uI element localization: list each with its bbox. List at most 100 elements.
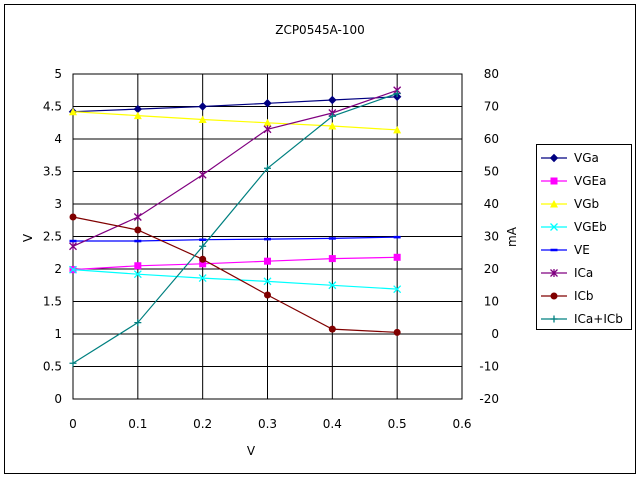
legend-marker (549, 153, 559, 163)
data-point (133, 213, 142, 221)
y-right-tick-label: 20 (484, 262, 499, 276)
x-tick-label: 0.2 (193, 417, 212, 431)
y-left-axis-label: V (21, 233, 35, 242)
y-left-tick-label: 0 (54, 392, 62, 406)
y-left-tick-label: 0.5 (43, 360, 62, 374)
series-ve (69, 235, 401, 243)
series-icb (69, 213, 401, 336)
y-right-tick-label: 10 (484, 295, 499, 309)
y-right-axis-label: mA (505, 226, 519, 247)
data-point (393, 253, 401, 261)
legend-marker (550, 269, 558, 277)
legend-marker (550, 200, 558, 208)
data-point (264, 257, 271, 265)
y-right-tick-label: 60 (484, 132, 499, 146)
y-right-tick-label: 70 (484, 100, 499, 114)
series-line (72, 96, 398, 113)
y-left-tick-label: 2 (54, 262, 62, 276)
series-line (72, 216, 398, 333)
legend-item: ICa (541, 266, 593, 280)
y-left-tick-label: 5 (54, 67, 62, 81)
legend-label: VGb (574, 197, 599, 211)
legend-marker (550, 292, 558, 300)
y-left-tick-label: 4.5 (43, 100, 62, 114)
y-right-tick-label: 30 (484, 230, 499, 244)
legend-item: VGEb (541, 220, 607, 234)
legend-marker (550, 177, 558, 185)
data-point (393, 125, 402, 134)
series-line (72, 256, 398, 271)
data-point (393, 90, 401, 97)
data-point (393, 328, 401, 336)
data-point (199, 260, 207, 268)
plot-area-frame (72, 73, 463, 400)
series-line (72, 269, 398, 290)
data-point (69, 265, 77, 274)
data-point (198, 274, 207, 283)
legend-item: VE (541, 243, 590, 257)
data-point (393, 285, 402, 294)
data-point (263, 118, 272, 127)
legend-label: ICa (574, 266, 593, 280)
data-point (69, 242, 77, 251)
data-point (198, 102, 207, 111)
x-tick-label: 0 (69, 417, 77, 431)
y-left-tick-label: 2.5 (43, 230, 62, 244)
y-right-tick-label: 40 (484, 197, 499, 211)
data-point (328, 122, 337, 130)
y-right-tick-label: 0 (491, 327, 499, 341)
series-line (73, 236, 398, 242)
data-point (134, 226, 142, 234)
data-point (328, 281, 337, 290)
y-right-tick-label: -10 (479, 360, 499, 374)
tick-label-layer: 0 0.1 0.2 0.3 0.4 0.5 0.6 0 0.5 1 1.5 2 2.5 3 3.5 4 4.5 5… (43, 67, 499, 431)
data-point (264, 164, 271, 172)
legend-item: ICa+ICb (541, 312, 623, 326)
series-line (72, 92, 398, 364)
legend-label: VGa (574, 151, 599, 165)
legend-label: ICa+ICb (574, 312, 623, 326)
y-right-tick-label: 50 (484, 165, 499, 179)
y-left-tick-label: 3 (54, 197, 62, 211)
series-line (72, 111, 398, 131)
data-point (69, 107, 77, 116)
legend-marker (550, 315, 558, 323)
legend: VGa VGEa VGb VGEb VE ICa ICb ICa+ICb (541, 151, 623, 326)
data-point (134, 262, 142, 270)
data-point (328, 95, 337, 105)
legend-item: VGEa (541, 174, 606, 188)
legend-item: VGb (541, 197, 599, 211)
series-ica-icb (69, 90, 401, 367)
data-point (198, 115, 207, 123)
data-point (133, 270, 142, 279)
y-right-tick-label: -20 (479, 392, 499, 406)
chart-title: ZCP0545A-100 (275, 23, 365, 37)
data-point (69, 359, 77, 367)
y-left-tick-label: 3.5 (43, 165, 62, 179)
data-point (263, 99, 272, 108)
data-point (263, 277, 272, 286)
data-point (133, 111, 142, 120)
y-left-tick-label: 1.5 (43, 295, 62, 309)
legend-label: VGEb (574, 220, 607, 234)
series-layer (68, 86, 402, 367)
x-tick-label: 0.6 (452, 417, 471, 431)
y-left-tick-label: 1 (54, 327, 62, 341)
data-point (199, 242, 207, 250)
x-tick-label: 0.4 (323, 417, 342, 431)
legend-item: VGa (541, 151, 599, 165)
y-left-tick-label: 4 (54, 132, 62, 146)
data-point (199, 255, 207, 263)
x-tick-label: 0.3 (258, 417, 277, 431)
x-axis-label: V (247, 444, 256, 458)
data-point (328, 112, 336, 120)
legend-marker (550, 223, 558, 231)
legend-label: VE (574, 243, 590, 257)
series-vgeb (69, 265, 402, 294)
data-point (328, 325, 336, 333)
data-point (134, 319, 142, 327)
x-tick-label: 0.5 (388, 417, 407, 431)
data-point (198, 170, 207, 179)
